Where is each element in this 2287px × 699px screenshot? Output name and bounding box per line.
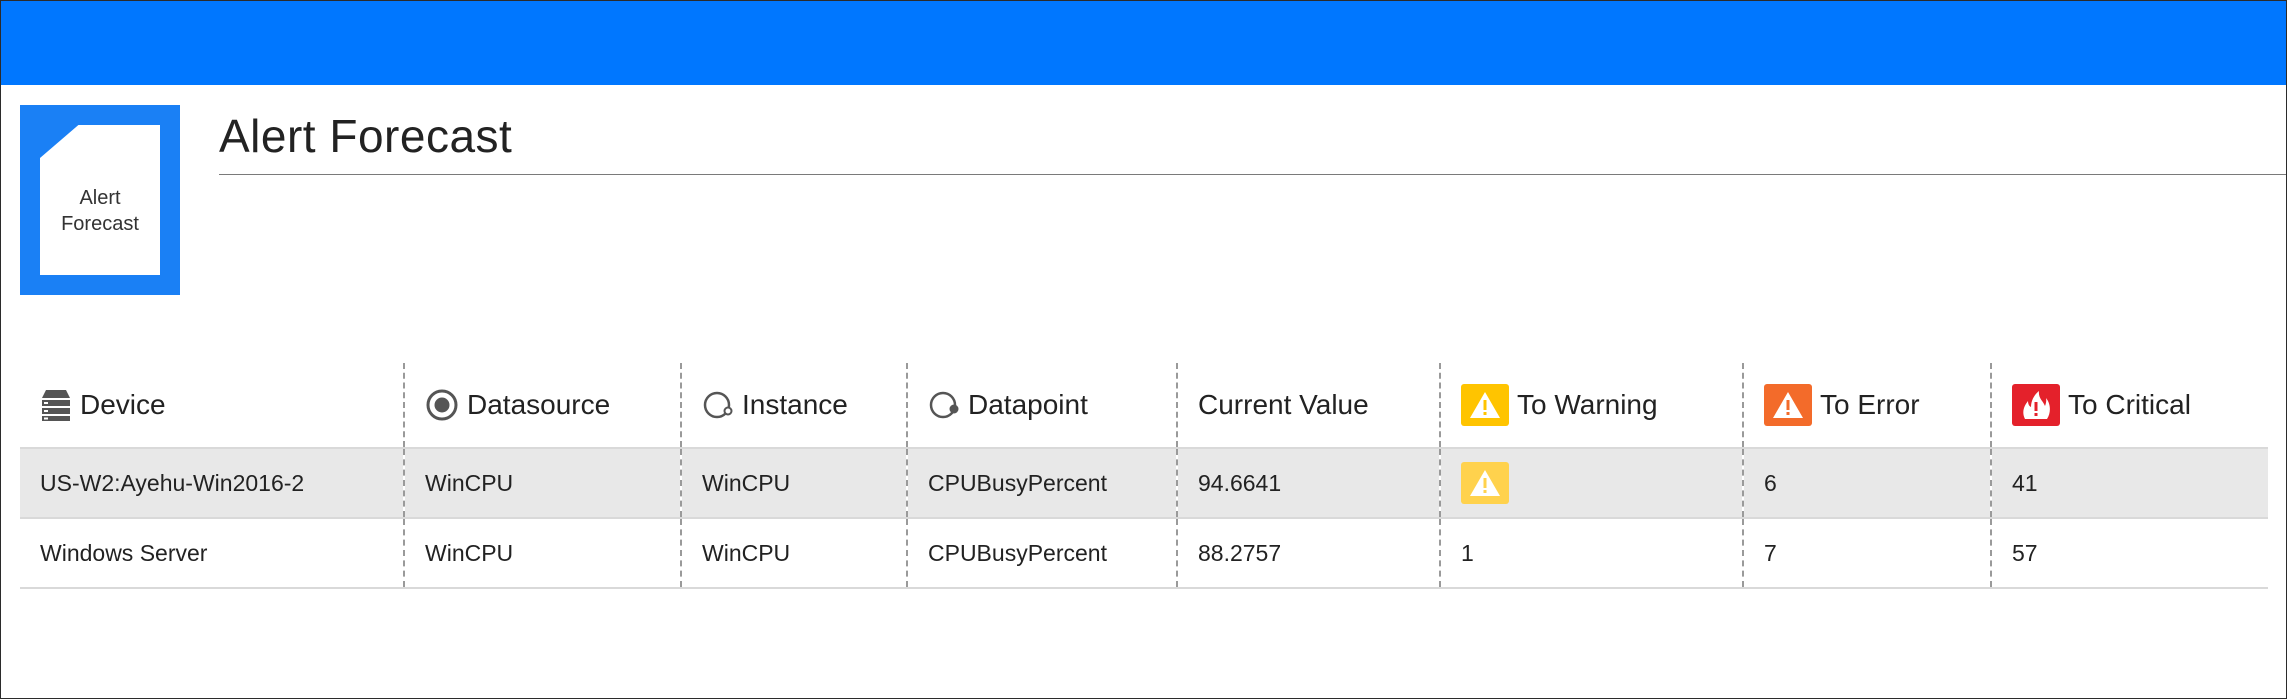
cell-datapoint: CPUBusyPercent [906,448,1177,519]
cell-to-warning: 1 [1439,518,1743,589]
column-header-to-error[interactable]: To Error [1742,363,1991,449]
page-title: Alert Forecast [219,110,513,162]
critical-fire-icon [2012,384,2060,426]
cell-current-value: 88.2757 [1176,518,1440,589]
alert-forecast-table-wrap: Device Datasource [20,363,2268,589]
column-header-label: Datapoint [968,389,1088,420]
warning-icon [1461,384,1509,426]
datapoint-ring-icon [928,389,960,421]
instance-ring-icon [702,389,734,421]
cell-instance: WinCPU [680,448,907,519]
logo-line-2: Forecast [61,213,139,235]
table-row[interactable]: US-W2:Ayehu-Win2016-2 WinCPU WinCPU CPUB… [20,448,2268,519]
column-header-to-critical[interactable]: To Critical [1990,363,2268,449]
logo-line-1: Alert [79,187,121,209]
report-logo: Alert Forecast [20,105,180,295]
cell-to-critical: 41 [1990,448,2268,519]
radio-target-icon [425,388,459,422]
column-header-label: Instance [742,389,848,420]
column-header-label: To Critical [2068,389,2191,420]
cell-to-error: 7 [1742,518,1991,589]
column-header-label: To Warning [1517,389,1658,420]
column-header-label: Current Value [1198,389,1369,420]
column-header-datapoint[interactable]: Datapoint [906,363,1177,449]
server-stack-icon [40,388,72,422]
cell-datasource: WinCPU [403,518,681,589]
logo-text: Alert Forecast [40,185,160,237]
column-header-label: To Error [1820,389,1920,420]
document-icon [40,125,160,275]
cell-device: US-W2:Ayehu-Win2016-2 [20,448,404,519]
cell-datapoint: CPUBusyPercent [906,518,1177,589]
table-row[interactable]: Windows Server WinCPU WinCPU CPUBusyPerc… [20,518,2268,589]
alert-forecast-table: Device Datasource [20,363,2268,589]
cell-current-value: 94.6641 [1176,448,1440,519]
cell-device: Windows Server [20,518,404,589]
cell-instance: WinCPU [680,518,907,589]
column-header-to-warning[interactable]: To Warning [1439,363,1743,449]
cell-to-warning [1439,448,1743,519]
column-header-device[interactable]: Device [20,363,404,449]
warning-icon [1461,462,1509,504]
error-icon [1764,384,1812,426]
column-header-current-value[interactable]: Current Value [1176,363,1440,449]
cell-datasource: WinCPU [403,448,681,519]
top-bar [1,1,2286,85]
column-header-label: Device [80,389,166,420]
column-header-label: Datasource [467,389,611,420]
cell-to-critical: 57 [1990,518,2268,589]
column-header-instance[interactable]: Instance [680,363,907,449]
table-header-row: Device Datasource [20,363,2268,449]
cell-to-error: 6 [1742,448,1991,519]
title-divider [219,174,2286,175]
column-header-datasource[interactable]: Datasource [403,363,681,449]
